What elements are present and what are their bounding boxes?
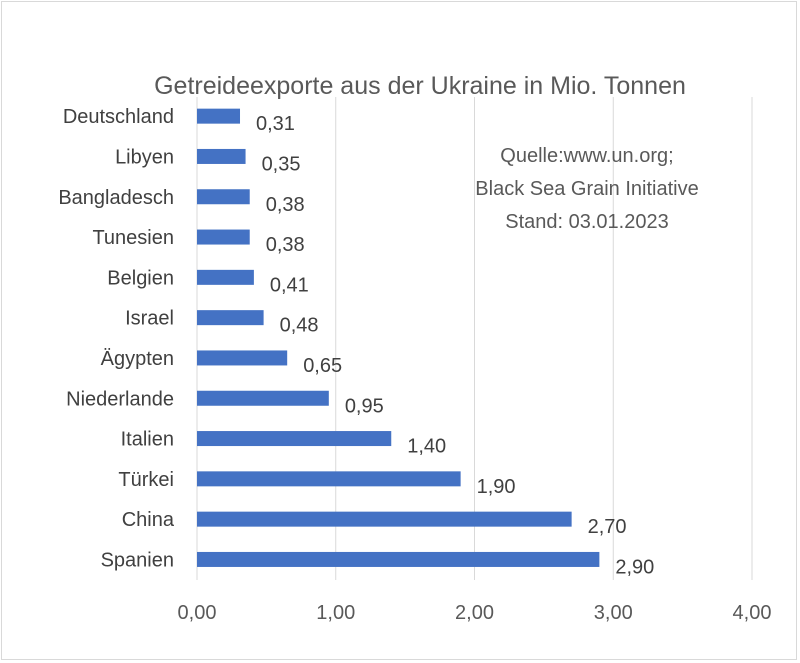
bar-7 [197, 350, 288, 366]
value-label: 0,35 [262, 153, 301, 175]
value-label: 0,65 [303, 355, 342, 377]
x-tick-label: 1,00 [316, 602, 355, 624]
value-label: 2,70 [588, 516, 627, 538]
bar-6 [197, 310, 264, 326]
bar-12 [197, 551, 600, 567]
bar-2 [197, 148, 246, 164]
category-label: Türkei [118, 469, 174, 491]
bar-1 [197, 108, 241, 124]
bar-4 [197, 229, 250, 245]
category-label: Deutschland [63, 106, 174, 128]
x-tick-label: 4,00 [733, 602, 772, 624]
category-label: Spanien [101, 549, 174, 571]
value-label: 0,48 [280, 315, 319, 337]
value-label: 1,90 [477, 476, 516, 498]
value-labels: 0,31 0,35 0,38 0,38 0,41 0,48 0,650,95 1,40 1,90… [256, 113, 654, 578]
category-label: China [122, 509, 175, 531]
category-label: Belgien [107, 267, 174, 289]
category-label: Ägypten [101, 348, 174, 370]
value-label: 0,95 [345, 395, 384, 417]
bar-5 [197, 269, 254, 285]
category-label: Israel [125, 308, 174, 330]
category-label: Tunesien [92, 227, 174, 249]
category-label: Italien [121, 429, 174, 451]
bar-3 [197, 189, 250, 205]
source-annotation: Quelle:www.un.org; Black Sea Grain Initia… [475, 145, 698, 233]
annotation-line: Stand: 03.01.2023 [505, 211, 668, 233]
value-label: 1,40 [407, 436, 446, 458]
category-label: Libyen [115, 146, 174, 168]
value-label: 0,38 [266, 194, 305, 216]
bar-8 [197, 390, 329, 406]
annotation-line: Black Sea Grain Initiative [475, 178, 698, 200]
bars [197, 108, 600, 567]
x-tick-label: 2,00 [455, 602, 494, 624]
category-label: Bangladesch [58, 187, 174, 209]
category-label: Niederlande [66, 388, 174, 410]
x-tick-label: 3,00 [594, 602, 633, 624]
value-label: 0,38 [266, 234, 305, 256]
value-label: 0,41 [270, 274, 309, 296]
annotation-line: Quelle:www.un.org; [500, 145, 673, 167]
gridlines [196, 97, 753, 580]
bar-11 [197, 511, 572, 527]
value-label: 0,31 [256, 113, 295, 135]
bar-9 [197, 431, 392, 447]
x-tick-labels: 0,00 1,00 2,00 3,00 4,00 [178, 602, 772, 624]
x-tick-label: 0,00 [178, 602, 217, 624]
chart-title: Getreideexporte aus der Ukraine in Mio. … [154, 72, 686, 100]
category-labels: Deutschland Libyen Bangladesch Tunesien Belg… [58, 106, 175, 571]
value-label: 2,90 [615, 556, 654, 578]
bar-10 [197, 471, 461, 487]
